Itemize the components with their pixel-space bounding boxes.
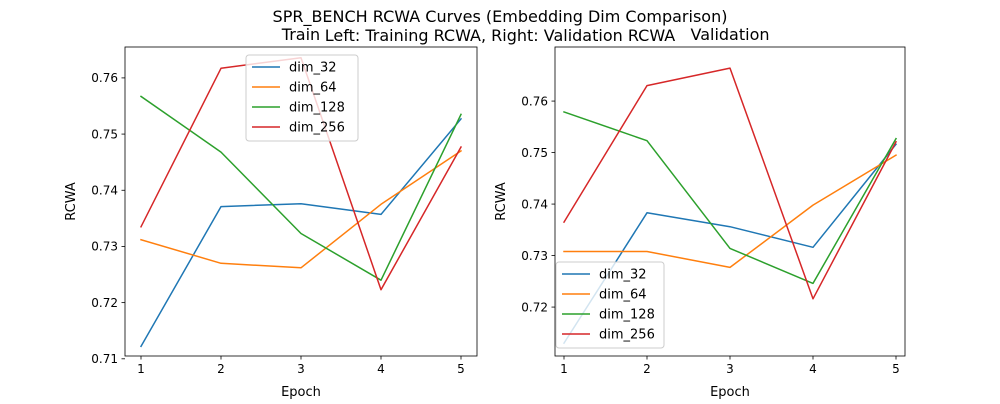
legend-label-dim_64: dim_64 bbox=[599, 288, 647, 303]
series-line-dim_32 bbox=[562, 143, 898, 345]
y-tick-label: 0.72 bbox=[521, 300, 548, 314]
legend-label-dim_32: dim_32 bbox=[599, 268, 647, 283]
subplot-title: Train bbox=[281, 25, 320, 44]
x-tick-label: 2 bbox=[217, 362, 225, 376]
x-tick-label: 1 bbox=[560, 362, 568, 376]
y-tick-label: 0.72 bbox=[91, 296, 118, 310]
legend: dim_32 dim_64 dim_128 dim_256 bbox=[555, 261, 665, 349]
series-line-dim_32 bbox=[139, 117, 463, 348]
x-tick-label: 3 bbox=[297, 362, 305, 376]
subplot-title: Validation bbox=[690, 25, 769, 44]
legend-label-dim_64: dim_64 bbox=[289, 81, 337, 96]
suptitle-line-1: SPR_BENCH RCWA Curves (Embedding Dim Com… bbox=[273, 7, 728, 27]
y-tick-label: 0.75 bbox=[521, 146, 548, 160]
x-tick-label: 2 bbox=[643, 362, 651, 376]
y-tick-label: 0.74 bbox=[521, 197, 548, 211]
legend-label-dim_128: dim_128 bbox=[599, 308, 655, 323]
legend-label-dim_256: dim_256 bbox=[599, 328, 655, 343]
y-tick-label: 0.73 bbox=[521, 249, 548, 263]
series-line-dim_256 bbox=[562, 67, 898, 300]
y-axis-label: RCWA bbox=[494, 182, 509, 221]
y-tick-label: 0.71 bbox=[91, 352, 118, 366]
series-line-dim_64 bbox=[563, 154, 898, 269]
y-axis-label: RCWA bbox=[64, 182, 79, 221]
y-tick-label: 0.76 bbox=[521, 94, 548, 108]
subplot-validation: 1 2 3 4 5 0.72 0.73 0.74 0.75 0.76 Validation Epoch… bbox=[494, 25, 906, 400]
legend-label-dim_128: dim_128 bbox=[289, 101, 345, 116]
x-tick-label: 5 bbox=[457, 362, 465, 376]
x-axis-label: Epoch bbox=[710, 385, 750, 400]
x-tick-label: 1 bbox=[137, 362, 145, 376]
legend-label-dim_32: dim_32 bbox=[289, 61, 337, 76]
x-tick-label: 4 bbox=[377, 362, 385, 376]
legend-label-dim_256: dim_256 bbox=[289, 121, 345, 136]
subplot-train: 1 2 3 4 5 0.71 0.72 0.73 0.74 0.75 0.76 Train Epoch R… bbox=[64, 25, 478, 400]
legend: dim_32 dim_64 dim_128 dim_256 bbox=[245, 54, 359, 142]
y-tick-label: 0.76 bbox=[91, 71, 118, 85]
y-tick-label: 0.73 bbox=[91, 240, 118, 254]
x-tick-label: 4 bbox=[809, 362, 817, 376]
x-tick-label: 3 bbox=[726, 362, 734, 376]
series-line-dim_64 bbox=[140, 149, 463, 269]
y-tick-label: 0.74 bbox=[91, 184, 118, 198]
x-tick-label: 5 bbox=[892, 362, 900, 376]
x-axis-label: Epoch bbox=[281, 385, 321, 400]
series-line-dim_128 bbox=[139, 95, 463, 281]
legend-box bbox=[555, 261, 665, 349]
suptitle-line-2: Left: Training RCWA, Right: Validation R… bbox=[325, 26, 675, 45]
y-tick-label: 0.75 bbox=[91, 127, 118, 141]
legend-box bbox=[245, 54, 359, 142]
